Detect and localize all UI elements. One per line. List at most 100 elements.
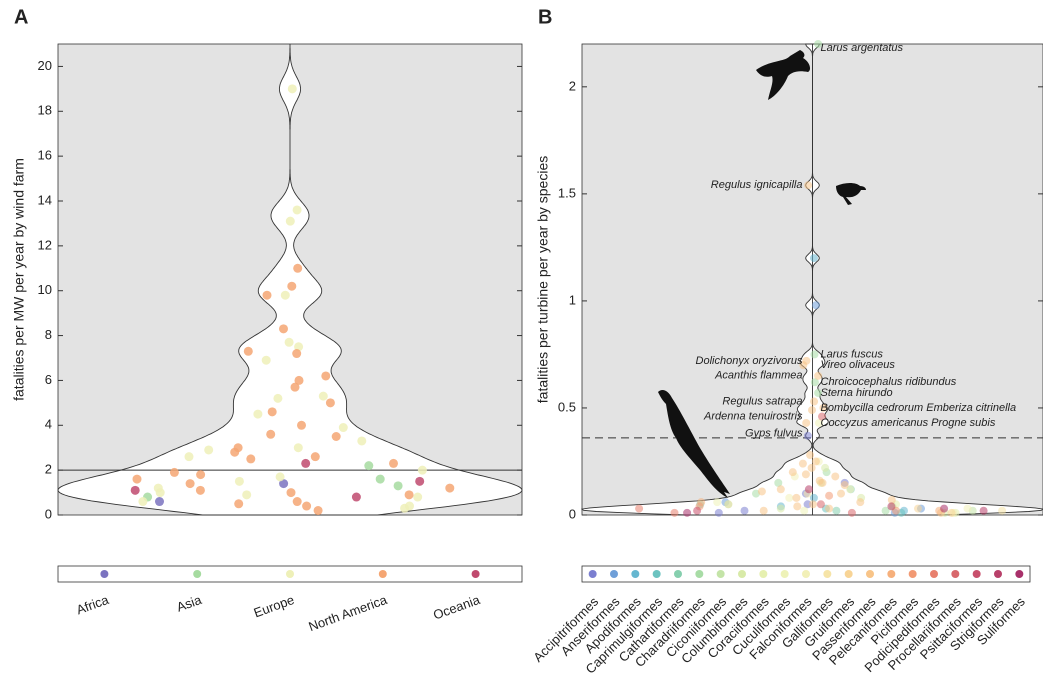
data-point	[814, 371, 823, 380]
legend-swatch	[588, 570, 597, 578]
data-point	[812, 301, 820, 310]
data-point	[138, 497, 148, 507]
data-point	[284, 337, 294, 347]
legend-swatch	[695, 570, 704, 578]
data-point	[292, 497, 302, 507]
data-point	[825, 504, 834, 513]
species-label: Sterna hirundo	[821, 387, 893, 399]
data-point	[292, 205, 302, 215]
y-tick-label: 0	[569, 506, 576, 521]
data-point	[445, 483, 455, 493]
data-point	[287, 84, 297, 94]
y-axis-label: fatalities per turbine per year by speci…	[535, 156, 551, 403]
legend-swatch	[780, 570, 789, 578]
data-point	[776, 504, 785, 513]
data-point	[404, 490, 414, 500]
data-point	[837, 489, 845, 498]
legend-label: North America	[306, 592, 389, 635]
data-point	[815, 418, 823, 427]
data-point	[325, 398, 335, 408]
data-point	[809, 493, 818, 502]
data-point	[832, 506, 841, 515]
legend-swatch	[1015, 570, 1024, 578]
species-label: Ardenna tenuirostris	[703, 410, 803, 422]
data-point	[806, 451, 815, 460]
data-point	[275, 472, 285, 482]
data-point	[803, 431, 812, 440]
legend-swatch	[674, 570, 682, 578]
y-tick-label: 1	[569, 292, 576, 307]
data-point	[846, 485, 855, 494]
data-point	[793, 502, 802, 511]
legend-swatch	[193, 570, 202, 578]
legend-swatch	[972, 570, 981, 578]
legend-label: Asia	[175, 592, 205, 615]
species-label: Chroicocephalus ridibundus	[821, 376, 957, 388]
data-point	[979, 506, 988, 515]
data-point	[262, 290, 272, 300]
data-point	[302, 501, 312, 511]
species-label: Coccyzus americanus Progne subis	[821, 417, 996, 429]
data-point	[321, 371, 331, 381]
bird-silhouette	[756, 50, 811, 100]
data-point	[810, 397, 819, 406]
data-point	[338, 423, 348, 433]
legend-swatch	[378, 570, 387, 578]
data-point	[155, 497, 164, 507]
data-point	[740, 506, 749, 515]
data-point	[364, 461, 374, 471]
data-point	[234, 499, 244, 509]
data-point	[266, 429, 276, 439]
data-point	[195, 485, 205, 495]
species-label: Gyps fulvus	[745, 428, 803, 440]
data-point	[810, 378, 819, 387]
legend-swatch	[286, 570, 294, 578]
data-point	[914, 504, 922, 513]
legend-swatch	[631, 570, 640, 578]
panel-label: B	[538, 6, 552, 28]
data-point	[998, 506, 1007, 515]
data-point	[808, 406, 816, 415]
data-point	[184, 452, 194, 462]
data-point	[798, 459, 807, 468]
data-point	[693, 506, 702, 515]
data-point	[804, 181, 813, 190]
data-point	[293, 443, 303, 453]
legend-swatch	[887, 570, 896, 578]
species-label: Acanthis flammea	[714, 370, 802, 382]
legend-label: Africa	[74, 592, 111, 618]
data-point	[375, 474, 385, 484]
y-tick-label: 8	[45, 327, 52, 342]
data-point	[415, 476, 425, 486]
data-point	[297, 420, 306, 430]
legend-swatch	[908, 570, 917, 578]
legend-swatch	[844, 570, 853, 578]
legend-swatch	[610, 570, 618, 578]
data-point	[810, 254, 818, 263]
y-tick-label: 18	[38, 103, 52, 118]
data-point	[185, 479, 195, 489]
legend-swatch	[951, 570, 960, 578]
data-point	[301, 458, 311, 468]
data-point	[253, 409, 263, 419]
data-point	[169, 467, 179, 477]
data-point	[413, 492, 423, 502]
data-point	[234, 476, 244, 486]
data-point	[292, 349, 302, 359]
data-point	[132, 474, 142, 484]
y-tick-label: 4	[45, 417, 52, 432]
legend-label: Europe	[252, 592, 297, 620]
data-point	[810, 350, 819, 359]
data-point	[130, 485, 140, 495]
data-point	[818, 412, 826, 421]
data-point	[887, 496, 896, 505]
legend-swatch	[802, 570, 810, 578]
violin	[57, 44, 523, 516]
data-point	[818, 478, 827, 487]
data-point	[831, 472, 840, 481]
data-point	[881, 506, 890, 515]
data-point	[293, 263, 303, 273]
panel-label: A	[14, 6, 28, 28]
data-point	[940, 504, 949, 513]
data-point	[331, 432, 341, 441]
